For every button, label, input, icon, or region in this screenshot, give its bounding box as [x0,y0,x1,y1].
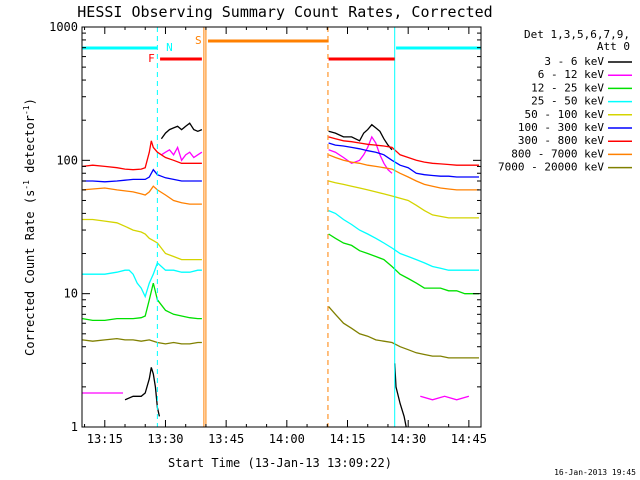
legend-label-25-50-kev: 25 - 50 keV [531,95,604,108]
x-tick-label: 13:45 [208,432,244,446]
legend-label-12-25-kev: 12 - 25 keV [531,81,604,94]
series-6-12-kev-segment-2 [328,135,393,174]
series-50-100-kev-segment-0 [82,218,202,261]
legend-label-800-7000-kev: 800 - 7000 keV [511,147,604,160]
series-800-7000-kev-segment-0 [82,185,202,205]
series-300-800-kev-segment-1 [328,136,479,166]
series-6-12-kev-segment-3 [420,395,470,401]
legend-label-300-800-kev: 300 - 800 keV [518,134,604,147]
series-25-50-kev-segment-1 [328,209,479,271]
series-3-6-kev-segment-3 [394,363,407,428]
x-tick-label: 14:45 [451,432,487,446]
x-tick-label: 14:00 [269,432,305,446]
legend-label-3-6-kev: 3 - 6 keV [544,55,604,68]
status-label-s: S [195,34,202,47]
series-12-25-kev-segment-0 [82,282,202,322]
series-800-7000-kev-segment-1 [328,154,479,191]
legend-label-100-300-kev: 100 - 300 keV [518,121,604,134]
y-tick-label: 1000 [49,20,78,34]
series-6-12-kev-segment-1 [161,145,203,162]
legend-attenuator: Att 0 [597,40,630,53]
x-axis-label: Start Time (13-Jan-13 13:09:22) [168,456,392,470]
status-bar-layer: NF S [82,34,481,65]
y-tick-label: 10 [64,287,78,301]
series-12-25-kev-segment-1 [328,233,479,295]
plot-frame [81,26,482,428]
legend-label-6-12-kev: 6 - 12 keV [538,68,605,81]
x-tick-label: 13:15 [87,432,123,446]
series-100-300-kev-segment-0 [82,168,202,183]
x-tick-label: 13:30 [147,432,183,446]
series-3-6-kev-segment-2 [328,123,393,151]
series-100-300-kev-segment-1 [328,142,479,178]
status-label-n: N [166,41,173,54]
legend-label-50-100-kev: 50 - 100 keV [525,108,605,121]
y-axis-label: Corrected Count Rate (s-1 detector-1) [22,98,37,356]
status-label-f: F [148,52,155,65]
series-7000-20000-kev-segment-0 [82,337,202,345]
chart-title: HESSI Observing Summary Count Rates, Cor… [77,3,492,21]
series-7000-20000-kev-segment-1 [328,306,479,359]
footer-timestamp: 16-Jan-2013 19:45 [554,468,636,477]
series-50-100-kev-segment-1 [328,180,479,219]
x-tick-label: 14:15 [329,432,365,446]
x-axis: 13:15 13:30 13:45 14:00 14:15 14:30 14:45 [84,27,487,446]
series-25-50-kev-segment-0 [82,261,202,299]
y-tick-label: 100 [56,153,78,167]
marker-layer [156,27,482,427]
legend-header: Det 1,3,5,6,7,9, [524,28,630,41]
data-layer [82,122,479,428]
y-tick-label: 1 [71,420,78,434]
y-axis: 1 10 100 1000 [49,20,481,434]
series-300-800-kev-segment-0 [82,140,202,171]
series-3-6-kev-segment-1 [160,122,203,140]
legend-label-7000-20000-kev: 7000 - 20000 keV [498,161,604,174]
series-3-6-kev-segment-0 [124,367,161,417]
x-tick-label: 14:30 [390,432,426,446]
